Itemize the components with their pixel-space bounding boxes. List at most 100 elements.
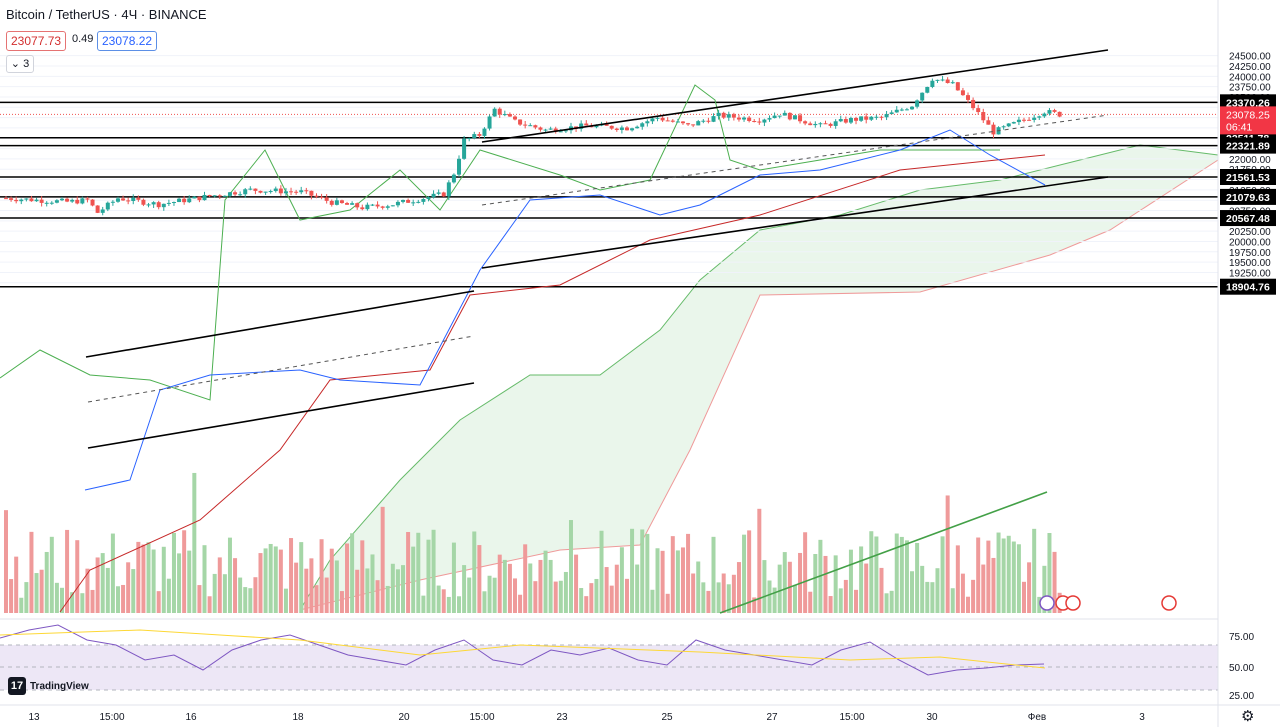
candle-body	[971, 99, 976, 109]
volume-bar	[156, 591, 161, 613]
volume-bar	[935, 568, 940, 613]
volume-bar	[401, 565, 406, 613]
candle-body	[950, 82, 955, 84]
volume-bar	[166, 578, 171, 613]
volume-bar	[319, 539, 324, 613]
candle-body	[70, 199, 75, 202]
candle-body	[808, 123, 813, 126]
volume-bar	[803, 532, 808, 613]
candle-body	[721, 112, 726, 118]
candle-body	[115, 198, 120, 202]
level-label: 21079.63	[1226, 192, 1270, 204]
volume-bar	[390, 563, 395, 613]
cloud-area	[300, 145, 1218, 610]
candle-body	[105, 202, 110, 210]
time-tick-label: 15:00	[469, 712, 494, 723]
volume-bar	[624, 578, 629, 613]
time-tick-label: 23	[556, 712, 568, 723]
candle-body	[283, 191, 288, 194]
candle-body	[742, 117, 747, 120]
candle-body	[757, 121, 762, 123]
candle-body	[523, 124, 528, 126]
candle-body	[248, 188, 253, 190]
volume-bar	[874, 536, 879, 613]
volume-bar	[945, 495, 950, 613]
volume-bar	[920, 565, 925, 613]
volume-bar	[462, 565, 467, 613]
volume-bar	[502, 559, 507, 613]
candle-body	[324, 197, 329, 201]
candle-body	[54, 200, 59, 203]
volume-bar	[762, 560, 767, 613]
volume-bar	[446, 596, 451, 613]
candle-body	[859, 116, 864, 121]
level-tag	[1220, 169, 1276, 186]
candle-body	[227, 192, 232, 196]
candle-body	[706, 120, 711, 122]
candle-body	[65, 198, 70, 202]
volume-bar	[701, 582, 706, 613]
buy-price-button[interactable]: 23078.22	[97, 31, 158, 51]
gear-icon[interactable]: ⚙	[1241, 708, 1255, 725]
volume-bar	[80, 593, 85, 613]
sell-price-button[interactable]: 23077.73	[6, 31, 67, 51]
candle-body	[487, 116, 492, 129]
volume-bar	[421, 595, 426, 613]
indicator-count: 3	[23, 58, 30, 70]
candle-body	[818, 123, 823, 125]
candle-body	[131, 197, 136, 202]
volume-bar	[370, 554, 375, 613]
volume-bar	[202, 545, 207, 613]
candle-body	[650, 118, 655, 122]
price-tick-label: 20000.00	[1229, 237, 1271, 248]
volume-bar	[706, 590, 711, 613]
price-tick-label: 20250.00	[1229, 227, 1271, 238]
candle-body	[604, 124, 609, 126]
volume-bar	[991, 557, 996, 613]
volume-bar	[548, 559, 553, 613]
volume-bar	[996, 532, 1001, 613]
candle-body	[920, 92, 925, 101]
volume-bar	[451, 542, 456, 613]
volume-bar	[497, 554, 502, 613]
volume-bar	[568, 520, 573, 613]
volume-bar	[507, 563, 512, 613]
candle-body	[339, 200, 344, 204]
volume-bar	[538, 559, 543, 613]
price-tick-label: 19500.00	[1229, 258, 1271, 269]
volume-bar	[329, 548, 334, 613]
candle-body	[360, 207, 365, 210]
volume-bar	[380, 506, 385, 613]
candle-body	[9, 198, 14, 200]
volume-bar	[925, 581, 930, 613]
volume-bar	[1011, 541, 1016, 613]
volume-bar	[207, 596, 212, 613]
volume-bar	[1006, 535, 1011, 613]
candle-body	[1001, 126, 1006, 128]
candle-body	[1057, 111, 1062, 117]
symbol-title: Bitcoin / TetherUS · 4Ч · BINANCE	[6, 7, 207, 22]
trend-midline	[481, 114, 1109, 206]
candle-body	[345, 203, 350, 205]
volume-bar	[686, 533, 691, 613]
time-tick-label: 13	[28, 712, 40, 723]
candle-body	[197, 196, 202, 201]
candle-body	[222, 195, 227, 197]
candle-body	[645, 121, 650, 124]
candle-body	[207, 194, 212, 197]
candle-body	[401, 199, 406, 202]
volume-bar	[136, 541, 141, 613]
volume-bar	[859, 546, 864, 613]
tradingview-logo[interactable]: 17 TradingView	[8, 676, 89, 696]
candle-body	[350, 203, 355, 205]
candle-body	[894, 109, 899, 113]
indicators-collapse-button[interactable]: ⌄ 3	[6, 55, 34, 73]
volume-bar	[1042, 565, 1047, 613]
volume-bar	[1032, 528, 1037, 613]
volume-bar	[915, 542, 920, 613]
time-tick-label: 30	[926, 712, 938, 723]
candle-body	[202, 194, 207, 201]
level-label: 21561.53	[1226, 172, 1270, 184]
indicator-lines	[0, 84, 1046, 613]
